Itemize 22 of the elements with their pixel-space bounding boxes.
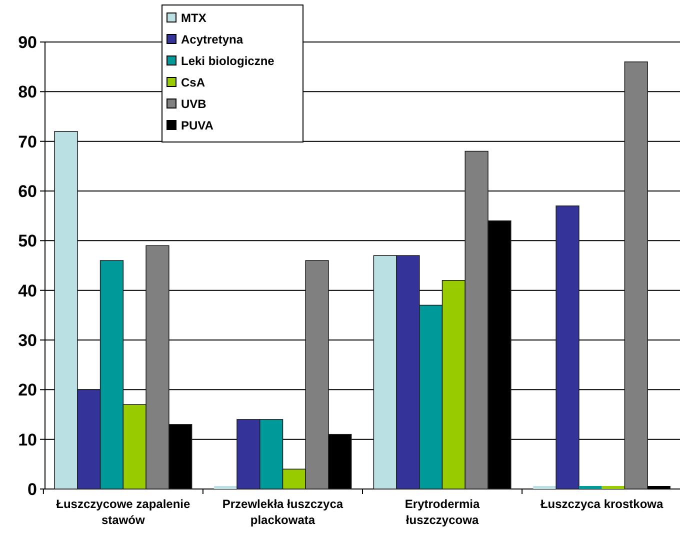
y-tick-label: 70 [18,132,37,152]
x-tick-label: Przewlekła łuszczyca plackowata [222,497,344,527]
bar [624,61,648,490]
y-tick-label: 40 [18,281,37,300]
legend-label: PUVA [181,118,214,133]
x-tick-label: Łuszczyca krostkowa [540,497,664,511]
y-tick-label: 10 [18,430,37,450]
legend-label: MTX [181,11,206,26]
legend-label: Acytretyna [181,32,244,47]
bar [556,206,580,490]
y-tick-label: 20 [18,380,37,400]
x-tick-label: Łuszczycowe zapalenie stawów [56,497,191,527]
legend-label: UVB [181,97,207,112]
y-tick-label: 50 [18,232,37,251]
y-tick-label: 90 [18,32,37,52]
y-tick-label: 0 [28,480,37,499]
y-tick-label: 30 [18,330,37,350]
y-tick-label: 60 [18,182,37,201]
legend-label: Leki biologiczne [181,54,275,68]
x-tick-label: Erytrodermia łuszczycowa [404,497,480,527]
legend-label: CsA [181,76,206,90]
y-tick-label: 80 [18,82,37,102]
